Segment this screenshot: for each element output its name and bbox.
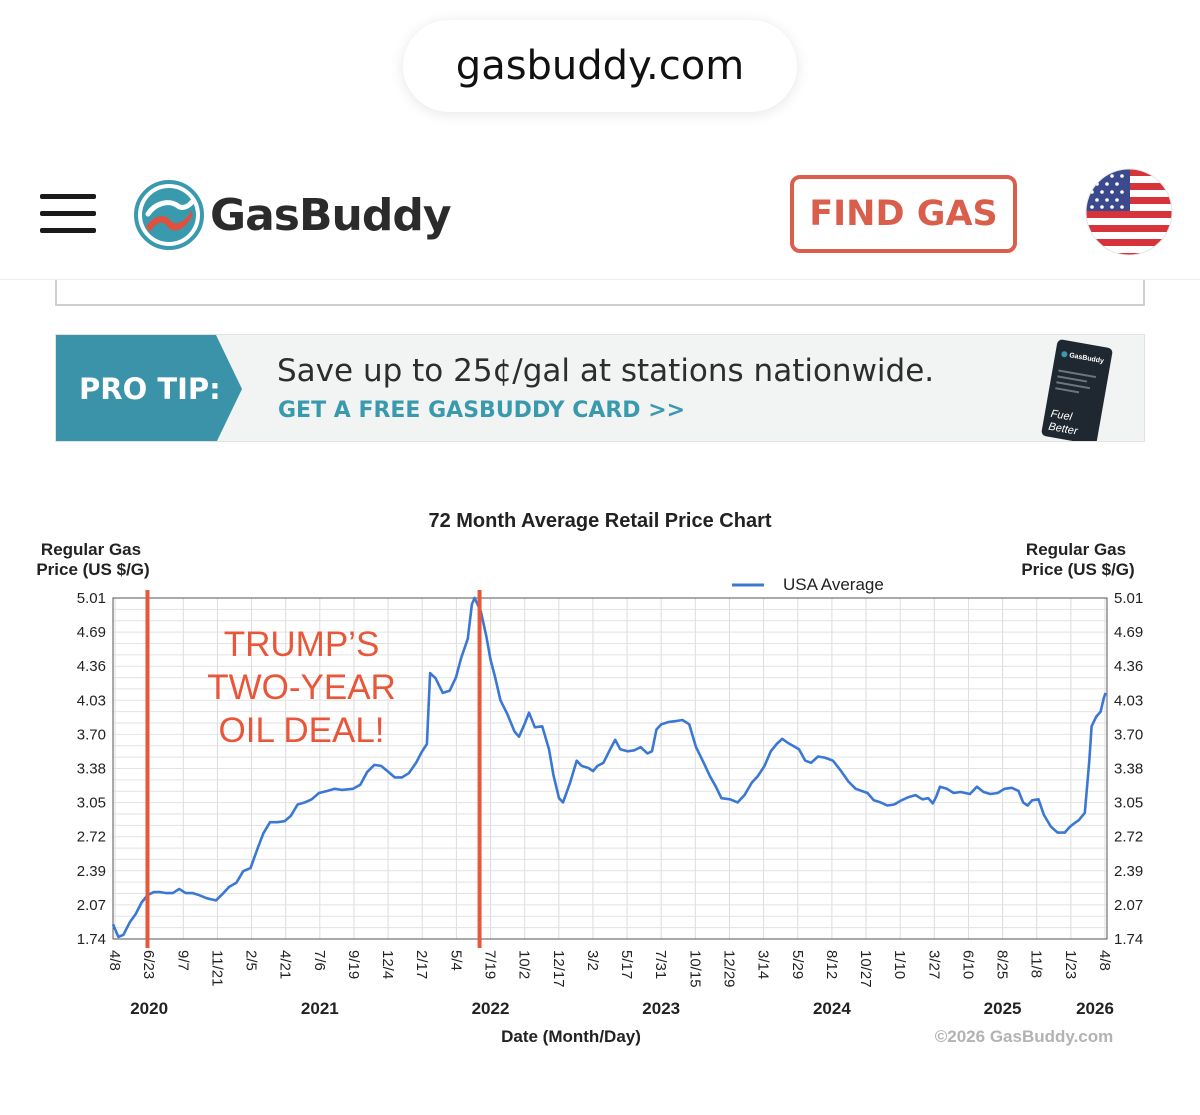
find-gas-button[interactable]: FIND GAS: [790, 175, 1017, 253]
y-tick-label-right: 3.05: [1114, 795, 1143, 812]
year-labels: 2020 2021 2022 2023 2024 2025 2026: [130, 999, 1114, 1018]
x-tick-label: 9/7: [174, 950, 191, 971]
x-tick-label: 11/21: [208, 950, 225, 986]
annotation-text-line: OIL DEAL!: [219, 711, 385, 750]
y-tick-label-right: 3.38: [1114, 761, 1143, 778]
y-ticks-right: 5.01 4.69 4.36 4.03 3.70 3.38 3.05 2.72 2.39 2.07…: [1114, 590, 1143, 948]
url-text: gasbuddy.com: [455, 43, 745, 89]
y-tick-label-left: 4.36: [77, 658, 106, 675]
x-tick-label: 5/29: [789, 950, 806, 979]
annotations: TRUMP’S TWO-YEAR OIL DEAL!: [145, 590, 482, 948]
us-flag-icon[interactable]: [1084, 167, 1174, 257]
y-tick-label-right: 3.70: [1114, 726, 1143, 743]
y-tick-label-left: 3.05: [77, 795, 106, 812]
year-label: 2024: [813, 999, 851, 1018]
y-tick-label-right: 1.74: [1114, 931, 1143, 948]
site-header: GasBuddy FIND GAS: [0, 150, 1200, 280]
x-tick-label: 7/19: [482, 950, 499, 979]
y-tick-label-right: 4.69: [1114, 624, 1143, 641]
x-tick-label: 7/31: [652, 950, 669, 979]
hamburger-menu-icon[interactable]: [40, 194, 96, 234]
pro-tip-banner[interactable]: PRO TIP: Save up to 25¢/gal at stations …: [55, 334, 1145, 442]
y-tick-label-left: 2.07: [77, 897, 106, 914]
x-tick-label: 3/14: [755, 950, 772, 979]
y-tick-label-left: 1.74: [77, 931, 106, 948]
year-label: 2023: [642, 999, 680, 1018]
url-bar[interactable]: gasbuddy.com: [403, 20, 797, 112]
chart-legend: USA Average: [732, 575, 884, 594]
series-usa-average-line: [111, 596, 1107, 939]
logo-text: GasBuddy: [210, 189, 452, 241]
plot-area-border: [112, 597, 1108, 940]
x-tick-label: 8/25: [994, 950, 1011, 979]
year-label: 2021: [301, 999, 339, 1018]
chart-copyright: ©2026 GasBuddy.com: [935, 1027, 1114, 1046]
x-tick-label: 5/17: [618, 950, 635, 979]
gasbuddy-card-image: GasBuddy Fuel Better: [1041, 339, 1113, 441]
x-tick-label: 6/10: [959, 950, 976, 979]
x-tick-label: 4/8: [1096, 950, 1113, 971]
y-axis-label-left-line2: Price (US $/G): [36, 560, 149, 579]
x-tick-label: 11/8: [1028, 950, 1045, 978]
x-tick-label: 3/27: [925, 950, 942, 979]
x-tick-label: 12/29: [720, 950, 737, 988]
x-tick-label: 3/2: [584, 950, 601, 971]
y-axis-label-left-line1: Regular Gas: [41, 540, 141, 559]
x-tick-label: 4/8: [106, 950, 123, 971]
y-tick-label-left: 2.72: [77, 829, 106, 846]
y-tick-label-left: 5.01: [77, 590, 106, 607]
x-tick-label: 6/23: [140, 950, 157, 979]
pro-tip-message: Save up to 25¢/gal at stations nationwid…: [277, 353, 935, 389]
y-tick-label-left: 3.70: [77, 726, 106, 743]
x-tick-label: 2/5: [243, 950, 260, 971]
chart-title: 72 Month Average Retail Price Chart: [428, 510, 771, 532]
y-tick-label-right: 2.72: [1114, 829, 1143, 846]
legend-entry-usa-average: USA Average: [783, 575, 884, 594]
content-box-edge: [55, 280, 1145, 306]
x-tick-label: 10/27: [857, 950, 874, 988]
x-tick-label: 7/6: [311, 950, 328, 971]
y-tick-label-right: 2.39: [1114, 863, 1143, 880]
x-tick-label: 1/23: [1062, 950, 1079, 979]
annotation-text-line: TRUMP’S: [224, 625, 380, 664]
year-label: 2026: [1076, 999, 1114, 1018]
x-tick-label: 10/15: [686, 950, 703, 988]
y-tick-label-right: 2.07: [1114, 897, 1143, 914]
y-tick-label-left: 2.39: [77, 863, 106, 880]
year-label: 2022: [472, 999, 510, 1018]
free-card-link[interactable]: GET A FREE GASBUDDY CARD >>: [278, 398, 686, 423]
gasbuddy-logo-icon: [134, 180, 204, 250]
price-chart: 72 Month Average Retail Price Chart Regu…: [36, 510, 1143, 1046]
card-tagline-1: Fuel: [1050, 408, 1074, 424]
y-tick-label-left: 4.69: [77, 624, 106, 641]
y-tick-label-left: 3.38: [77, 761, 106, 778]
x-tick-label: 4/21: [277, 950, 294, 979]
x-axis-label: Date (Month/Day): [501, 1027, 641, 1046]
y-ticks-left: 5.01 4.69 4.36 4.03 3.70 3.38 3.05 2.72 2.39 2.07…: [77, 590, 106, 948]
pro-tip-label: PRO TIP:: [79, 372, 221, 406]
y-tick-label-right: 5.01: [1114, 590, 1143, 607]
gasbuddy-logo[interactable]: GasBuddy: [134, 180, 454, 250]
year-label: 2020: [130, 999, 168, 1018]
y-tick-label-right: 4.36: [1114, 658, 1143, 675]
y-tick-label-right: 4.03: [1114, 692, 1143, 709]
x-tick-label: 8/12: [823, 950, 840, 979]
year-label: 2025: [984, 999, 1022, 1018]
x-tick-label: 9/19: [345, 950, 362, 979]
annotation-text-line: TWO-YEAR: [207, 668, 396, 707]
y-axis-label-right-line1: Regular Gas: [1026, 540, 1126, 559]
x-tick-label: 10/2: [516, 950, 533, 979]
x-tick-label: 5/4: [447, 950, 464, 971]
y-tick-label-left: 4.03: [77, 692, 106, 709]
card-tagline-2: Better: [1048, 421, 1080, 438]
pro-tip-tag: [56, 335, 242, 441]
y-axis-label-right-line2: Price (US $/G): [1021, 560, 1134, 579]
x-tick-label: 2/17: [413, 950, 430, 979]
x-tick-label: 1/10: [891, 950, 908, 979]
x-tick-label: 12/4: [379, 950, 396, 979]
x-ticks: 4/8 6/23 9/7 11/21 2/5 4/21 7/6 9/19 12/4 2/17 5/4…: [106, 950, 1113, 988]
x-tick-label: 12/17: [550, 950, 567, 988]
